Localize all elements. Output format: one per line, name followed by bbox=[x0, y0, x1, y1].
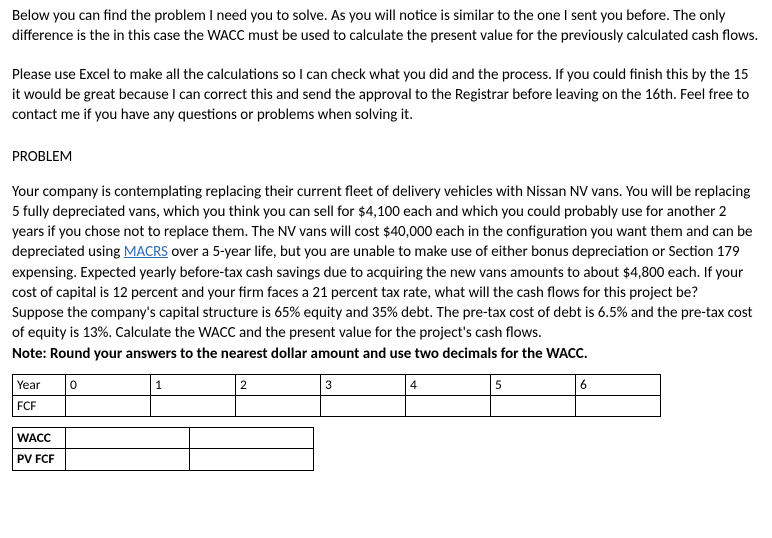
row-label-pvfcf: PV FCF bbox=[13, 449, 66, 470]
fcf-cell bbox=[151, 395, 236, 416]
pvfcf-cell bbox=[190, 449, 314, 470]
fcf-cell bbox=[576, 395, 661, 416]
year-cell: 3 bbox=[321, 374, 406, 395]
wacc-cell bbox=[190, 428, 314, 449]
fcf-cell bbox=[66, 395, 151, 416]
table-row-pvfcf: PV FCF bbox=[13, 449, 314, 470]
wacc-table: WACC PV FCF bbox=[12, 427, 314, 470]
problem-heading: PROBLEM bbox=[12, 147, 760, 167]
cashflow-table: Year 0 1 2 3 4 5 6 FCF bbox=[12, 374, 661, 417]
table-row-fcf: FCF bbox=[13, 395, 661, 416]
fcf-cell bbox=[236, 395, 321, 416]
year-cell: 0 bbox=[66, 374, 151, 395]
problem-note: Note: Round your answers to the nearest … bbox=[12, 345, 588, 363]
problem-body-2: Suppose the company's capital structure … bbox=[12, 304, 753, 342]
row-label-fcf: FCF bbox=[13, 395, 66, 416]
year-cell: 2 bbox=[236, 374, 321, 395]
row-label-wacc: WACC bbox=[13, 428, 66, 449]
row-label-year: Year bbox=[13, 374, 66, 395]
wacc-cell bbox=[66, 428, 190, 449]
table-row-wacc: WACC bbox=[13, 428, 314, 449]
year-cell: 6 bbox=[576, 374, 661, 395]
intro-paragraph-2: Please use Excel to make all the calcula… bbox=[12, 65, 760, 126]
pvfcf-cell bbox=[66, 449, 190, 470]
fcf-cell bbox=[491, 395, 576, 416]
year-cell: 5 bbox=[491, 374, 576, 395]
year-cell: 4 bbox=[406, 374, 491, 395]
fcf-cell bbox=[321, 395, 406, 416]
problem-body: Your company is contemplating replacing … bbox=[12, 182, 760, 364]
intro-paragraph-1: Below you can find the problem I need yo… bbox=[12, 6, 760, 47]
macrs-link[interactable]: MACRS bbox=[124, 243, 168, 261]
year-cell: 1 bbox=[151, 374, 236, 395]
table-row-year: Year 0 1 2 3 4 5 6 bbox=[13, 374, 661, 395]
fcf-cell bbox=[406, 395, 491, 416]
